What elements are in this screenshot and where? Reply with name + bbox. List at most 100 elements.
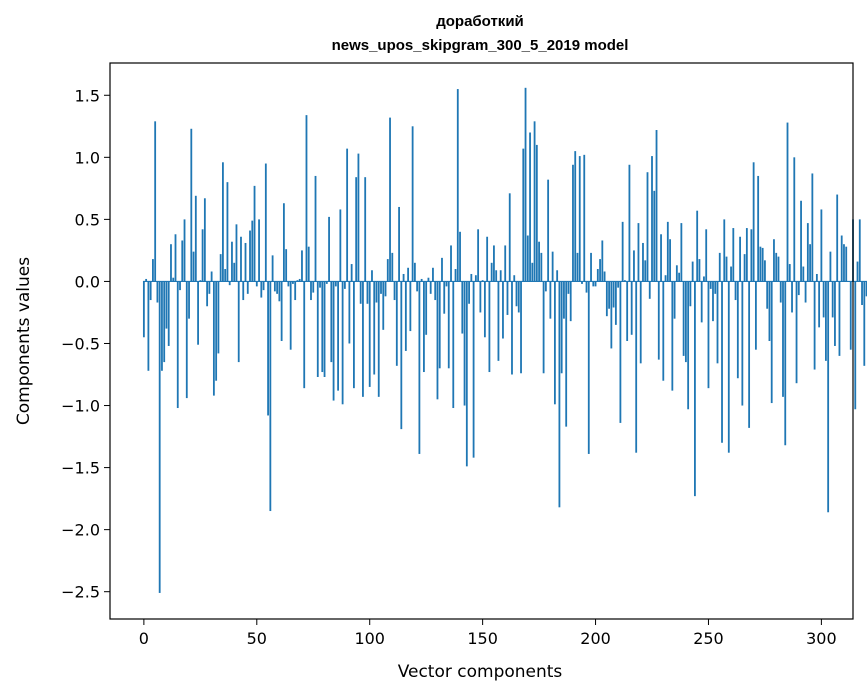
- bar-61: [280, 281, 283, 341]
- y-tick-label: 1.5: [75, 86, 100, 105]
- bar-251: [709, 281, 712, 289]
- bar-78: [319, 281, 321, 288]
- bar-88: [341, 281, 344, 405]
- bar-287: [791, 281, 793, 313]
- bar-181: [551, 251, 554, 282]
- bar-6: [156, 281, 159, 303]
- bar-157: [497, 281, 500, 361]
- bar-192: [576, 252, 579, 282]
- bar-5: [154, 121, 157, 282]
- bar-214: [626, 281, 629, 341]
- bar-66: [292, 281, 294, 284]
- bar-8: [161, 281, 163, 371]
- bar-147: [474, 275, 477, 282]
- bar-201: [596, 269, 599, 282]
- bar-273: [759, 246, 762, 282]
- bar-36: [224, 269, 227, 282]
- bar-182: [553, 281, 556, 405]
- bar-41: [235, 224, 238, 282]
- bar-217: [633, 250, 635, 282]
- bar-204: [603, 271, 606, 282]
- bar-136: [450, 245, 452, 282]
- bar-296: [811, 173, 814, 282]
- bar-67: [294, 281, 297, 301]
- x-tick-label: 50: [247, 629, 267, 648]
- bar-80: [323, 281, 326, 377]
- bar-185: [560, 281, 563, 374]
- bar-168: [522, 148, 525, 282]
- bar-54: [264, 163, 267, 282]
- bar-239: [682, 281, 685, 356]
- bar-299: [818, 281, 821, 328]
- bar-177: [542, 281, 545, 374]
- bar-110: [391, 252, 394, 282]
- x-tick-label: 250: [693, 629, 724, 648]
- y-tick-label: −2.0: [61, 521, 100, 540]
- bar-2: [147, 281, 150, 371]
- bar-258: [725, 256, 728, 282]
- bar-114: [400, 281, 403, 430]
- bar-211: [619, 281, 622, 423]
- bar-146: [472, 281, 475, 458]
- bar-34: [219, 254, 222, 282]
- bar-9: [163, 281, 166, 363]
- bar-206: [608, 281, 610, 309]
- bar-148: [477, 229, 480, 282]
- bar-37: [226, 182, 229, 282]
- bar-11: [167, 281, 170, 346]
- bar-126: [427, 277, 430, 282]
- bar-174: [535, 144, 538, 282]
- chart-title: доработкий: [436, 13, 524, 30]
- bar-264: [739, 236, 741, 282]
- bar-310: [843, 244, 845, 282]
- bar-25: [199, 280, 202, 282]
- bar-128: [432, 267, 434, 282]
- bar-247: [700, 281, 703, 323]
- bar-234: [671, 281, 674, 391]
- x-tick-label: 300: [806, 629, 837, 648]
- bar-246: [698, 259, 701, 282]
- plot-frame: [109, 62, 854, 620]
- bar-277: [768, 281, 771, 341]
- bar-137: [452, 281, 455, 409]
- bar-42: [237, 281, 240, 363]
- bar-50: [255, 281, 258, 287]
- bar-265: [741, 281, 744, 406]
- x-tick-label: 150: [467, 629, 498, 648]
- bar-278: [770, 281, 773, 404]
- bar-68: [296, 280, 299, 282]
- bar-127: [429, 281, 432, 294]
- bar-232: [666, 221, 669, 282]
- bar-62: [282, 203, 285, 282]
- x-axis: 0 50 100 150 200 250 300: [139, 619, 837, 648]
- bar-133: [443, 281, 446, 314]
- bar-209: [614, 281, 617, 325]
- bar-94: [355, 177, 358, 282]
- bar-279: [773, 239, 775, 282]
- bar-210: [617, 281, 620, 288]
- bar-186: [563, 281, 565, 319]
- bar-256: [721, 281, 723, 443]
- bar-270: [752, 162, 755, 282]
- bar-183: [556, 270, 559, 282]
- bar-52: [260, 281, 263, 298]
- bar-267: [745, 228, 748, 282]
- bar-151: [483, 281, 486, 338]
- bar-252: [712, 281, 714, 322]
- bar-291: [800, 200, 802, 282]
- bar-208: [612, 281, 615, 308]
- bar-100: [368, 281, 371, 387]
- bar-307: [836, 194, 839, 282]
- bar-130: [436, 281, 439, 400]
- bar-105: [380, 281, 382, 294]
- bar-190: [572, 164, 574, 282]
- bar-116: [404, 281, 407, 351]
- bar-308: [838, 281, 841, 356]
- bar-10: [165, 281, 168, 329]
- bar-200: [594, 281, 597, 287]
- bar-286: [788, 264, 791, 282]
- bar-280: [775, 252, 778, 282]
- bar-0: [142, 281, 145, 338]
- bar-241: [687, 281, 690, 410]
